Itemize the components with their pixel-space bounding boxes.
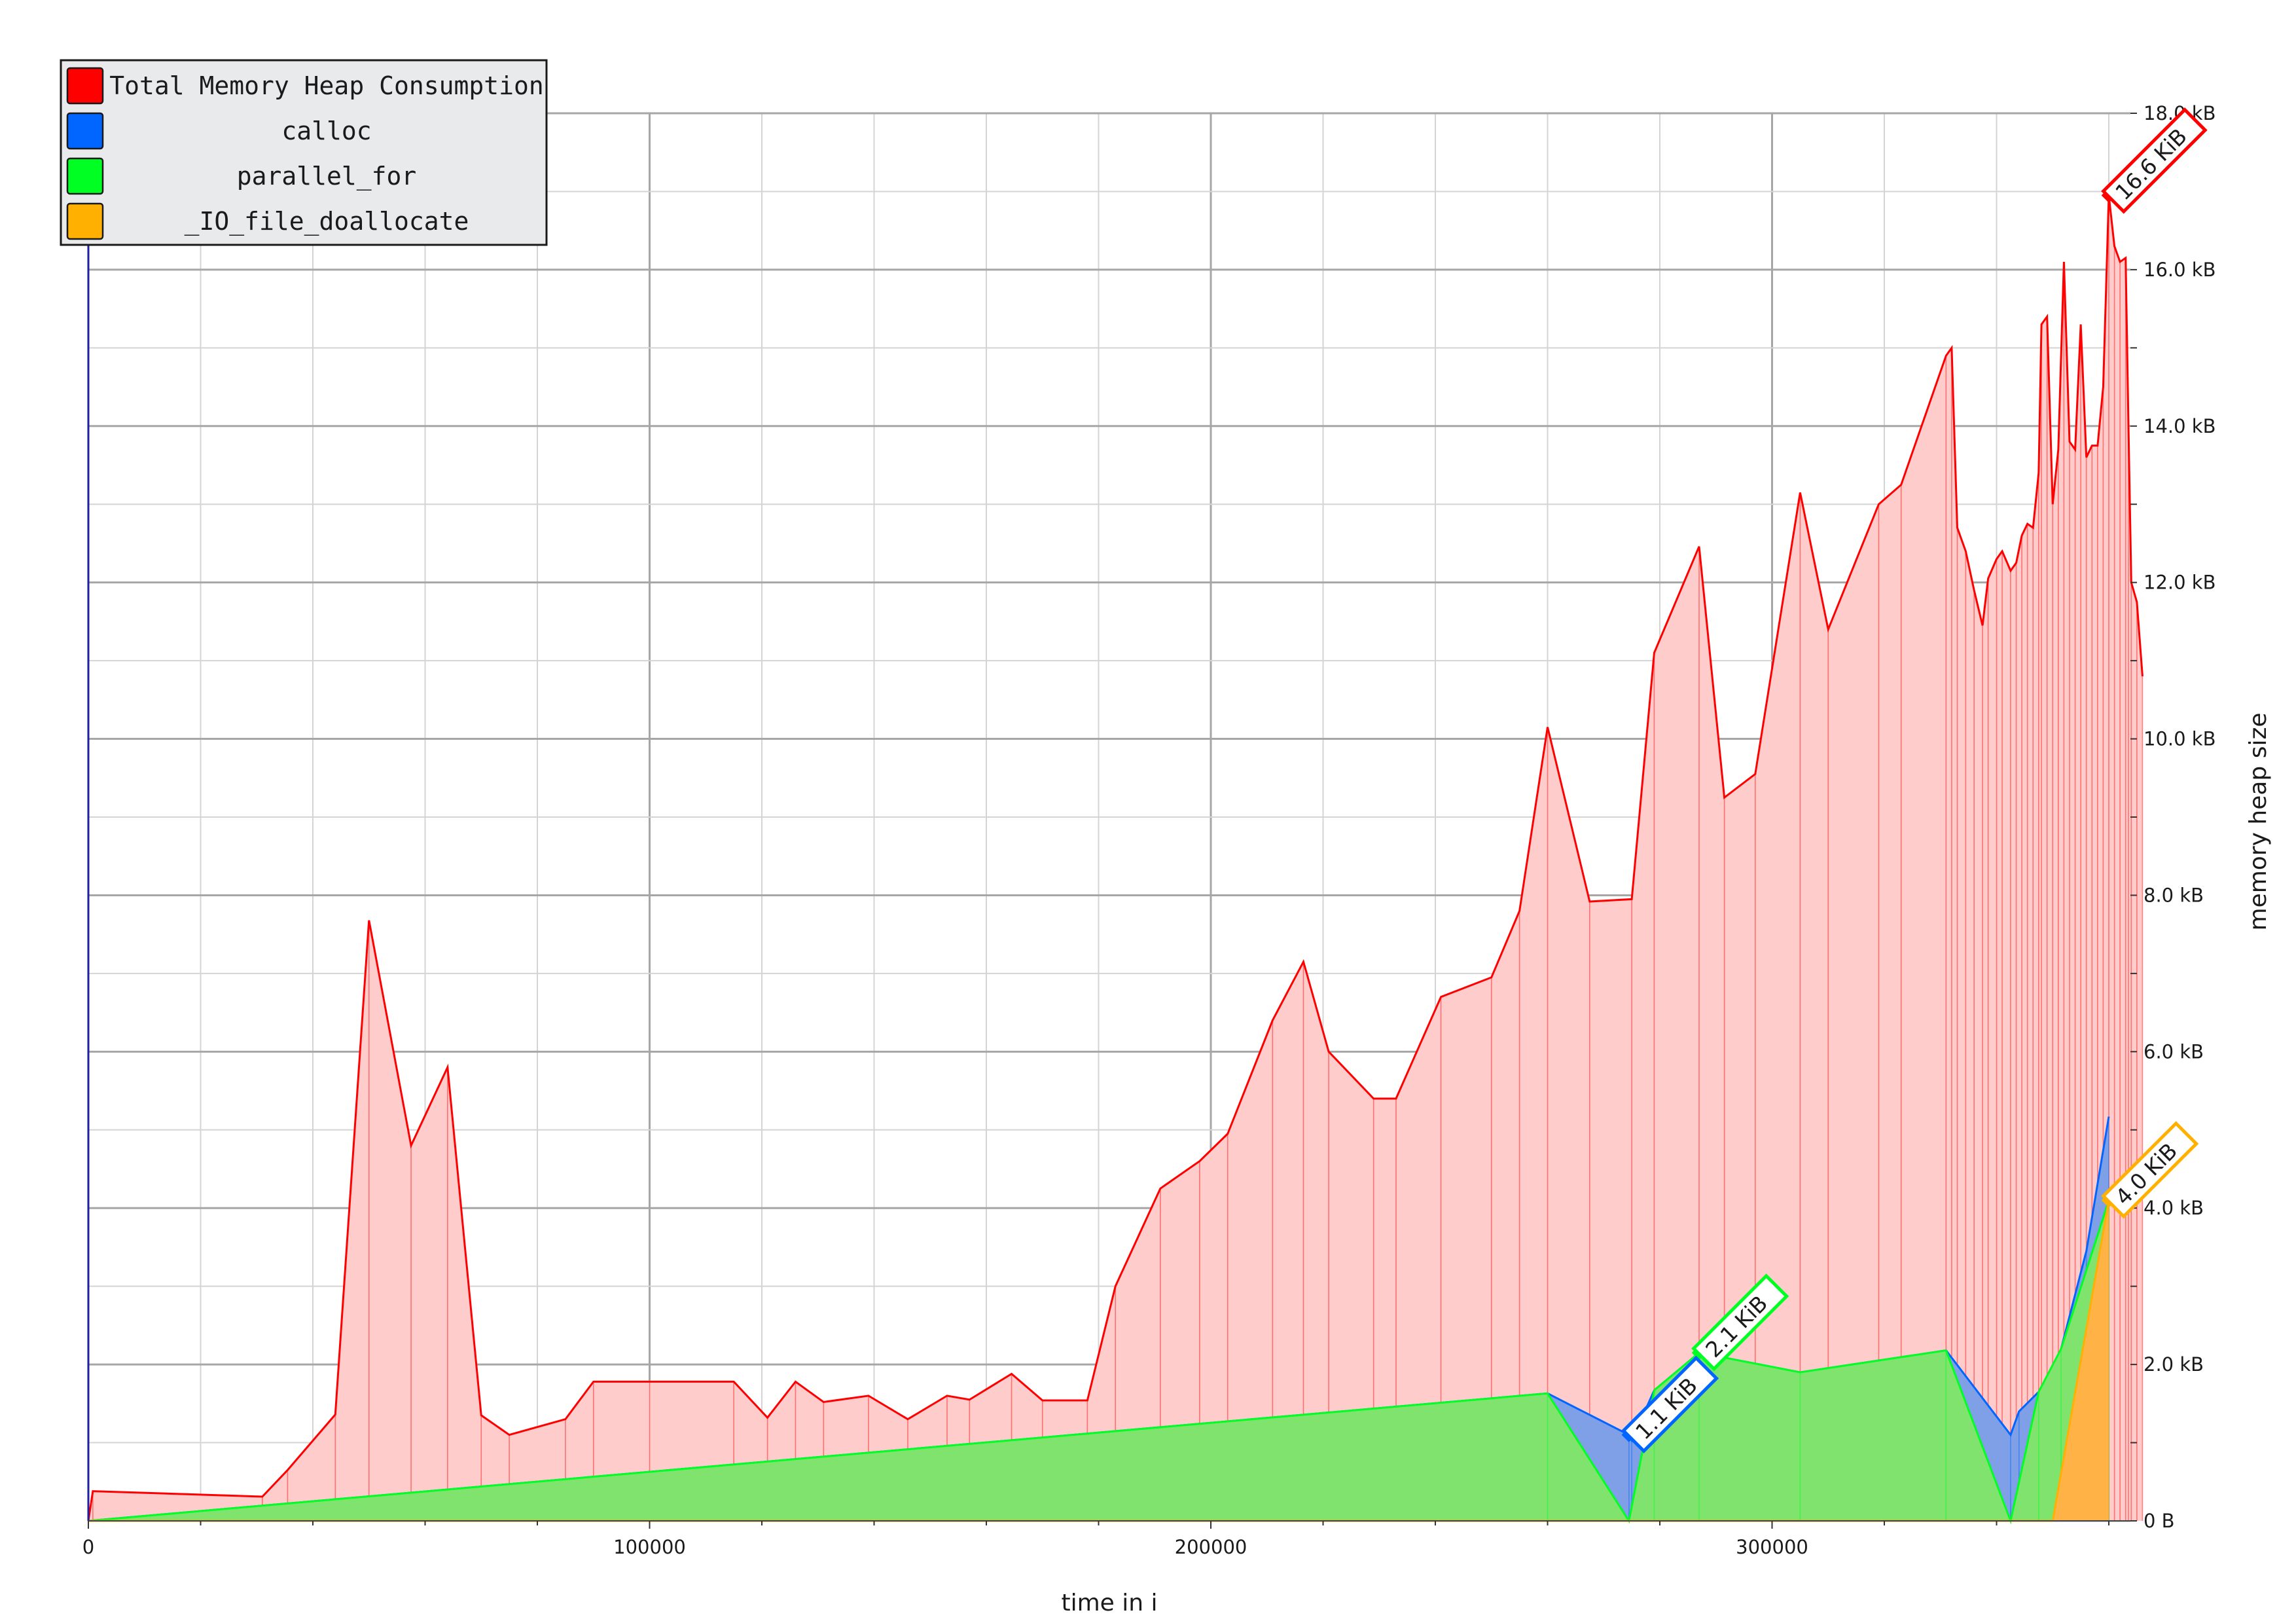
- y-tick-label: 8.0 kB: [2144, 884, 2204, 906]
- y-tick-label: 16.0 kB: [2144, 259, 2215, 281]
- x-tick-label: 300000: [1736, 1536, 1808, 1558]
- peak-label-box: [2101, 107, 2208, 214]
- x-axis-title: time in i: [1061, 1590, 1157, 1616]
- series-line-2: [88, 1199, 2110, 1525]
- y-tick-label: 6.0 kB: [2144, 1040, 2204, 1063]
- series-0: [87, 195, 2144, 1522]
- peak-label-0: 16.6 KiB: [2101, 107, 2208, 214]
- peak-label-box: [1621, 1355, 1719, 1453]
- peak-label-box: [2101, 1121, 2199, 1219]
- x-tick-label: 200000: [1175, 1536, 1247, 1558]
- legend-label-2: parallel_for: [237, 162, 417, 191]
- legend-swatch-3: [66, 202, 104, 240]
- legend: Total Memory Heap Consumption calloc paral…: [60, 59, 548, 246]
- peak-label-box: [1691, 1273, 1789, 1372]
- legend-label-1: calloc: [281, 117, 371, 145]
- y-tick-label: 4.0 kB: [2144, 1197, 2204, 1219]
- legend-label-0: Total Memory Heap Consumption: [109, 71, 543, 100]
- y-tick-label: 10.0 kB: [2144, 728, 2215, 750]
- y-tick-label: 12.0 kB: [2144, 572, 2215, 594]
- series-area-0: [88, 195, 2143, 1522]
- x-tick-label: 100000: [613, 1536, 686, 1558]
- x-tick-label: 0: [82, 1536, 94, 1558]
- series-line-0: [87, 195, 2144, 1522]
- legend-swatch-2: [66, 157, 104, 195]
- y-tick-label: 0 B: [2144, 1510, 2175, 1532]
- legend-box: [60, 59, 548, 246]
- y-tick-label: 14.0 kB: [2144, 415, 2215, 437]
- legend-swatch-0: [66, 67, 104, 105]
- y-tick-label: 2.0 kB: [2144, 1353, 2204, 1376]
- series-areas: [87, 195, 2144, 1525]
- peak-label-text: 16.6 KiB: [2110, 123, 2192, 205]
- y-axis-title: memory heap size: [2245, 713, 2272, 931]
- legend-swatch-1: [66, 112, 104, 150]
- legend-label-3: _IO_file_doallocate: [185, 207, 469, 236]
